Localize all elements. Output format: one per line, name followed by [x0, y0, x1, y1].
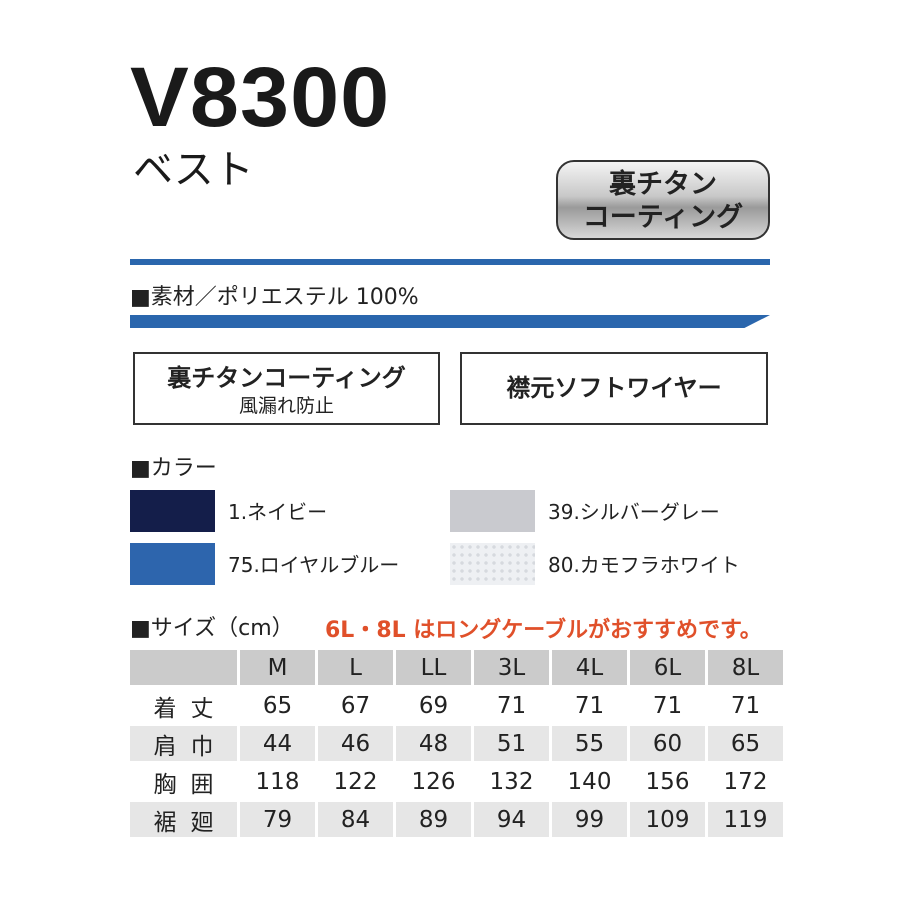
size-value: 71 [652, 692, 683, 719]
size-value: 71 [574, 692, 605, 719]
size-value: 118 [255, 768, 300, 795]
size-value: 65 [708, 726, 783, 761]
size-value: 140 [567, 768, 612, 795]
size-column-header: 8L [708, 650, 783, 685]
size-value: 156 [645, 768, 690, 795]
size-note: 6L・8L はロングケーブルがおすすめです。 [325, 618, 762, 643]
size-value: 48 [396, 726, 471, 761]
divider [130, 259, 770, 265]
size-column-header: 6L [630, 650, 705, 685]
size-value: 60 [630, 726, 705, 761]
size-column-header: 4L [552, 650, 627, 685]
size-value: 71 [496, 692, 527, 719]
size-value: 99 [552, 802, 627, 837]
color-label: 80.カモフラホワイト [548, 553, 740, 577]
badge-line2: コーティング [582, 202, 744, 233]
feature-box-wire: 襟元ソフトワイヤー [460, 352, 768, 425]
table-row: 着丈 65 67 69 71 71 71 71 [130, 688, 783, 723]
table-row: 胸囲 118 122 126 132 140 156 172 [130, 764, 783, 799]
color-label: 75.ロイヤルブルー [228, 553, 400, 577]
titanium-coating-badge: 裏チタン コーティング [556, 160, 770, 240]
size-value: 89 [396, 802, 471, 837]
table-row: 肩巾 44 46 48 51 55 60 65 [130, 726, 783, 761]
feature-title: 裏チタンコーティング [167, 364, 406, 392]
size-column-header: 3L [474, 650, 549, 685]
swatch-royal-blue [130, 543, 215, 585]
size-value: 132 [489, 768, 534, 795]
color-label: 39.シルバーグレー [548, 500, 720, 524]
material-text: ■素材／ポリエステル 100% [130, 285, 419, 310]
size-value: 71 [730, 692, 761, 719]
size-column-header: LL [396, 650, 471, 685]
feature-subtitle: 風漏れ防止 [238, 395, 334, 417]
color-heading: ■カラー [130, 456, 217, 481]
product-type: ベスト [133, 147, 254, 193]
size-value: 109 [630, 802, 705, 837]
swatch-silver-grey [450, 490, 535, 532]
row-label: 胸囲 [153, 771, 228, 798]
size-column-header: M [240, 650, 315, 685]
size-value: 122 [333, 768, 378, 795]
size-value: 65 [262, 692, 293, 719]
size-value: 51 [474, 726, 549, 761]
size-table: M L LL 3L 4L 6L 8L 着丈 65 67 69 71 71 71 71 肩巾 44 46 48 51 5… [127, 647, 786, 840]
row-label: 裾廻 [130, 802, 237, 837]
size-value: 94 [474, 802, 549, 837]
size-heading: ■サイズ（cm） [130, 616, 294, 641]
size-value: 79 [240, 802, 315, 837]
row-label: 肩巾 [130, 726, 237, 761]
table-row: 裾廻 79 84 89 94 99 109 119 [130, 802, 783, 837]
model-number: V8300 [130, 50, 391, 144]
size-value: 172 [723, 768, 768, 795]
swatch-navy [130, 490, 215, 532]
size-value: 126 [411, 768, 456, 795]
size-value: 69 [418, 692, 449, 719]
size-value: 84 [318, 802, 393, 837]
row-label: 着丈 [153, 695, 228, 722]
badge-line1: 裏チタン [609, 169, 717, 200]
feature-box-coating: 裏チタンコーティング 風漏れ防止 [133, 352, 440, 425]
size-value: 55 [552, 726, 627, 761]
swatch-camo-white [450, 543, 535, 585]
size-value: 119 [708, 802, 783, 837]
color-label: 1.ネイビー [228, 500, 328, 524]
corner-cell [130, 650, 237, 685]
size-value: 67 [340, 692, 371, 719]
divider-bar [130, 315, 770, 328]
size-column-header: L [318, 650, 393, 685]
size-value: 46 [318, 726, 393, 761]
size-value: 44 [240, 726, 315, 761]
